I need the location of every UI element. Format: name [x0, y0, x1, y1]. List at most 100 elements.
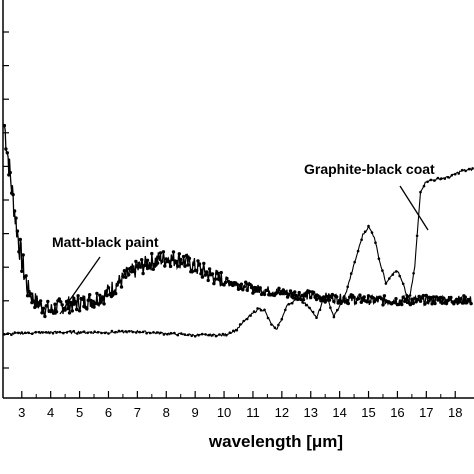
data-point	[200, 275, 205, 279]
x-tick-label: 14	[332, 405, 346, 420]
y-axis-ticks	[3, 31, 9, 369]
data-point	[452, 302, 456, 306]
data-point	[332, 299, 336, 304]
data-point	[417, 294, 421, 299]
data-point	[213, 277, 218, 281]
data-point	[69, 300, 73, 305]
data-point	[398, 274, 402, 278]
data-point	[141, 271, 145, 276]
data-point	[63, 308, 67, 312]
data-point	[259, 308, 263, 312]
data-point	[300, 293, 304, 298]
data-point	[471, 167, 474, 170]
data-point	[25, 294, 30, 298]
data-point	[317, 296, 322, 300]
data-point	[228, 331, 232, 335]
data-point	[160, 259, 164, 264]
data-point	[140, 258, 144, 262]
x-tick-label: 7	[134, 405, 141, 420]
data-point	[235, 328, 239, 332]
data-point	[469, 301, 473, 306]
data-point	[155, 261, 160, 265]
data-point	[170, 257, 174, 262]
data-point	[117, 329, 121, 333]
annotation-leader-line	[399, 185, 429, 231]
data-point	[76, 332, 79, 335]
data-point	[415, 234, 419, 238]
data-point	[262, 292, 267, 297]
data-point	[363, 230, 367, 233]
data-point	[124, 275, 128, 279]
data-point	[183, 264, 187, 268]
data-point	[67, 311, 72, 315]
data-point	[20, 331, 24, 334]
data-point	[244, 280, 248, 284]
data-point	[353, 301, 358, 305]
data-point	[163, 264, 167, 268]
data-point	[457, 172, 461, 175]
data-point	[53, 302, 57, 306]
data-point	[443, 177, 447, 180]
data-point	[114, 330, 117, 334]
data-point	[151, 267, 155, 271]
data-point	[294, 298, 298, 301]
data-point	[301, 298, 306, 302]
data-point	[225, 333, 228, 337]
data-point	[455, 297, 459, 301]
data-point	[96, 330, 100, 334]
data-point	[157, 255, 161, 260]
data-point	[384, 282, 388, 285]
x-tick-label: 18	[448, 405, 462, 420]
data-point	[179, 257, 183, 262]
annotation-graphite-black-coat: Graphite-black coat	[304, 161, 435, 177]
data-point	[142, 263, 147, 268]
data-point	[467, 167, 471, 171]
data-point	[436, 176, 440, 180]
data-point	[433, 301, 437, 306]
x-tick-label: 13	[304, 405, 318, 420]
data-point	[422, 184, 426, 188]
data-point	[218, 278, 222, 282]
data-point	[263, 308, 266, 312]
data-point	[12, 209, 17, 213]
data-point	[107, 332, 110, 335]
data-point	[10, 333, 13, 337]
data-point	[245, 317, 249, 321]
data-point	[413, 296, 417, 301]
x-tick-label: 6	[105, 405, 112, 420]
data-point	[186, 333, 190, 337]
data-point	[212, 281, 216, 286]
data-point	[69, 330, 72, 333]
data-point	[371, 296, 375, 300]
data-point	[114, 291, 118, 296]
data-point	[197, 333, 200, 337]
data-point	[134, 259, 138, 264]
data-point	[219, 270, 223, 275]
series-layer	[2, 123, 474, 338]
data-point	[249, 285, 254, 290]
data-point	[196, 259, 200, 263]
data-point	[382, 294, 387, 298]
data-point	[106, 286, 111, 290]
data-point	[102, 302, 106, 306]
data-point	[75, 307, 79, 312]
data-point	[315, 316, 318, 320]
data-point	[8, 170, 12, 175]
data-point	[426, 300, 430, 304]
x-tick-label: 11	[246, 405, 260, 420]
data-point	[34, 304, 38, 308]
data-point	[161, 250, 166, 254]
data-point	[86, 298, 90, 302]
data-point	[370, 231, 374, 234]
data-point	[194, 268, 199, 273]
data-point	[18, 237, 22, 242]
data-point	[365, 300, 369, 304]
data-point	[4, 147, 8, 151]
data-point	[162, 333, 166, 336]
data-point	[392, 300, 397, 304]
data-point	[159, 331, 162, 335]
data-point	[336, 308, 339, 312]
data-point	[65, 331, 69, 334]
data-point	[79, 331, 82, 334]
